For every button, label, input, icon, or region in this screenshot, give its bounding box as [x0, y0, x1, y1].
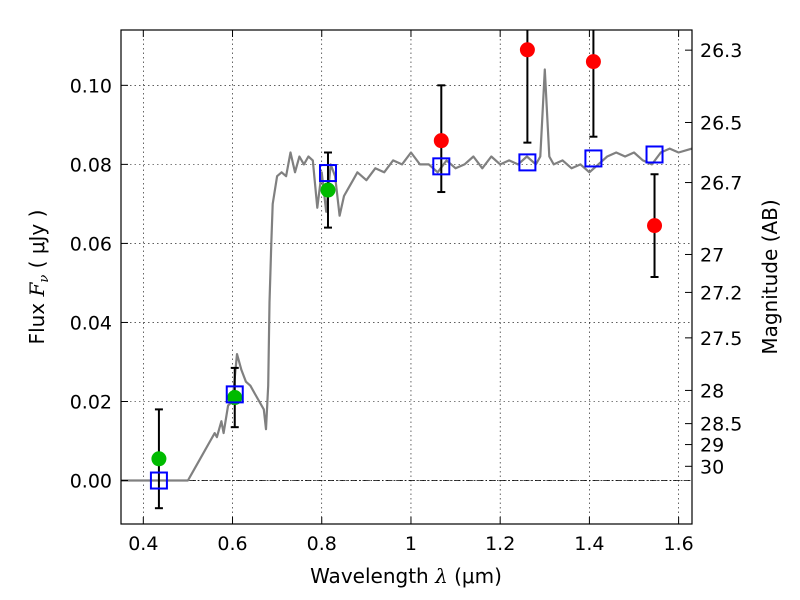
y-axis-title: Flux Fν ( μJy ) [25, 210, 52, 345]
y-tick-label: 0.02 [70, 391, 112, 413]
plot-area [121, 30, 692, 524]
data-markers [149, 42, 664, 490]
model-band-square [318, 164, 337, 183]
axis-ticks: 0.4 0.6 0.8 1 1.2 1.4 1.6 0.00 0.02 0.04 0.06 0.08 0… [70, 30, 742, 555]
x-axis-title: Wavelength λ (μm) [310, 564, 502, 588]
model-band-square [645, 145, 664, 164]
y-tick-label: 0.10 [70, 75, 112, 97]
magnitude-tick-label: 29 [700, 435, 724, 457]
y-tick-label: 0.04 [70, 312, 112, 334]
magnitude-tick-label: 28.5 [700, 414, 742, 436]
flux-point [647, 218, 663, 234]
flux-point [519, 42, 535, 58]
flux-point [585, 54, 601, 70]
model-spectrum-line [121, 68, 692, 482]
x-tick-label: 1.4 [574, 533, 604, 555]
flux-point [433, 133, 449, 149]
y-tick-label: 0.08 [70, 154, 112, 176]
plot-frame [120, 29, 693, 525]
flux-point [151, 451, 167, 467]
x-tick-label: 0.4 [128, 533, 158, 555]
magnitude-tick-label: 28 [700, 380, 724, 402]
flux-point [320, 182, 336, 198]
model-band-square [584, 149, 603, 168]
magnitude-tick-label: 26.5 [700, 112, 742, 134]
x-tick-label: 1.6 [664, 533, 694, 555]
x-tick-label: 0.6 [217, 533, 247, 555]
magnitude-tick-label: 27 [700, 244, 724, 266]
model-band-square [432, 157, 451, 176]
model-band-square [225, 385, 244, 404]
x-tick-label: 1.2 [485, 533, 515, 555]
x-tick-label: 1 [405, 533, 417, 555]
x-tick-label: 0.8 [307, 533, 337, 555]
magnitude-tick-label: 26.3 [700, 40, 742, 62]
y-tick-label: 0.00 [70, 471, 112, 493]
y-tick-label: 0.06 [70, 233, 112, 255]
magnitude-tick-label: 30 [700, 456, 724, 478]
model-band-square [149, 471, 168, 490]
magnitude-tick-label: 27.2 [700, 282, 742, 304]
y2-axis-title: Magnitude (AB) [758, 199, 782, 354]
flux-point [227, 390, 243, 406]
magnitude-tick-label: 26.7 [700, 173, 742, 195]
model-band-square [518, 153, 537, 172]
magnitude-tick-label: 27.5 [700, 328, 742, 350]
